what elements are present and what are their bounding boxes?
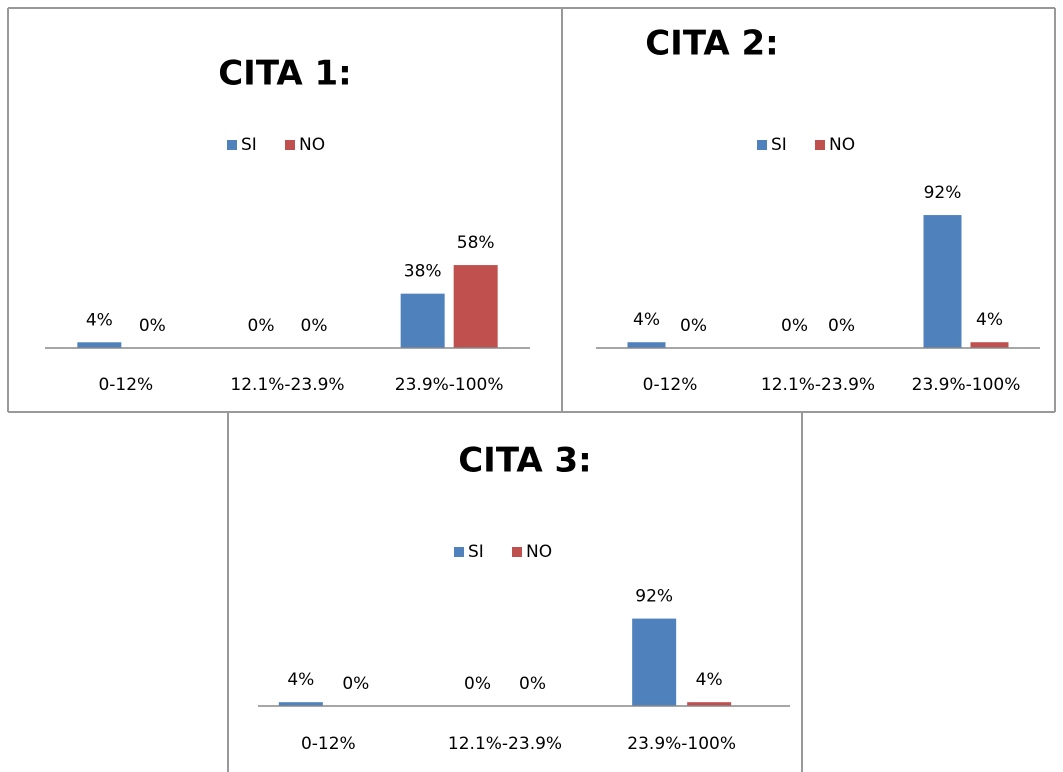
legend-swatch [815, 140, 825, 150]
legend-label: NO [299, 135, 325, 155]
data-label: 4% [86, 310, 113, 330]
data-label: 0% [301, 316, 328, 336]
bar [400, 293, 445, 348]
bar [923, 215, 962, 348]
chart-title: CITA 3: [458, 441, 592, 481]
x-tick-label: 23.9%-100% [627, 734, 736, 754]
legend-swatch [757, 140, 767, 150]
data-label: 92% [635, 587, 673, 607]
data-label: 0% [781, 316, 808, 336]
legend-label: SI [468, 542, 484, 562]
bar [970, 342, 1009, 348]
x-tick-label: 0-12% [98, 375, 153, 395]
legend-swatch [285, 140, 295, 150]
x-tick-label: 23.9%-100% [912, 375, 1021, 395]
data-label: 4% [633, 310, 660, 330]
chart-title: CITA 1: [218, 54, 352, 94]
bar [453, 265, 498, 348]
legend-label: SI [241, 135, 257, 155]
data-label: 0% [680, 316, 707, 336]
data-label: 92% [924, 183, 962, 203]
x-tick-label: 0-12% [301, 734, 356, 754]
data-label: 4% [287, 670, 314, 690]
bar [627, 342, 666, 348]
data-label: 0% [248, 316, 275, 336]
x-tick-label: 23.9%-100% [395, 375, 504, 395]
bar [278, 702, 323, 706]
legend-label: NO [526, 542, 552, 562]
bar [632, 618, 677, 706]
x-tick-label: 12.1%-23.9% [448, 734, 562, 754]
data-label: 0% [342, 674, 369, 694]
x-tick-label: 12.1%-23.9% [761, 375, 875, 395]
x-tick-label: 0-12% [643, 375, 698, 395]
legend-label: NO [829, 135, 855, 155]
data-label: 4% [696, 670, 723, 690]
data-label: 0% [139, 316, 166, 336]
legend-swatch [227, 140, 237, 150]
data-label: 58% [457, 233, 495, 253]
x-tick-label: 12.1%-23.9% [230, 375, 344, 395]
chart-title: CITA 2: [645, 24, 779, 64]
data-label: 0% [464, 674, 491, 694]
data-label: 4% [976, 310, 1003, 330]
legend-label: SI [771, 135, 787, 155]
legend-swatch [512, 547, 522, 557]
legend-swatch [454, 547, 464, 557]
data-label: 0% [828, 316, 855, 336]
data-label: 0% [519, 674, 546, 694]
data-label: 38% [404, 262, 442, 282]
bar [77, 342, 122, 348]
bar [687, 702, 732, 706]
